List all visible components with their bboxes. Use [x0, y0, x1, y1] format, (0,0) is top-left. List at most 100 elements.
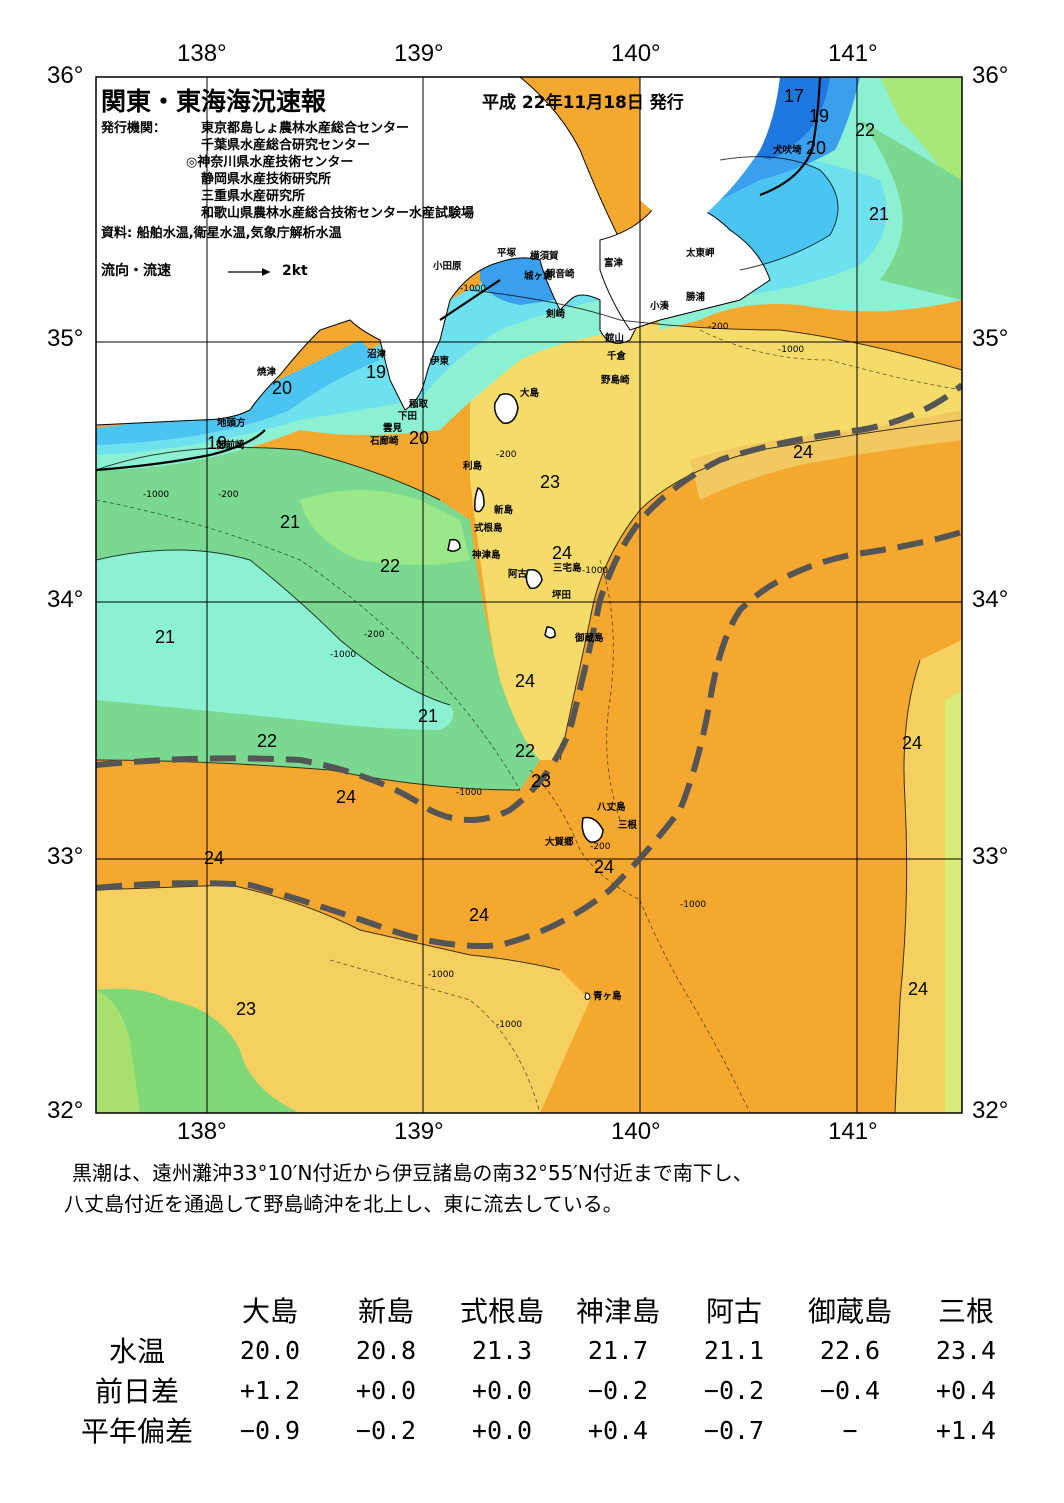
isotherm-label: 19	[809, 106, 830, 126]
place-label: 雲見	[383, 423, 403, 434]
lon-tick-top: 141°	[828, 40, 878, 67]
isotherm-label: 21	[869, 204, 890, 224]
table-cell: 22.6	[819, 1335, 881, 1365]
table-cell: +1.2	[239, 1375, 301, 1405]
island-aogashima	[584, 992, 591, 1000]
summary-line: 黒潮は、遠州灘沖33°10′N付近から伊豆諸島の南32°55′N付近まで南下し、	[72, 1161, 753, 1185]
issuer-label: 発行機関：	[101, 121, 167, 136]
isotherm-label: 24	[908, 979, 929, 999]
issue-date: 平成 22年11月18日 発行	[482, 93, 684, 113]
island-hachijo	[581, 816, 604, 843]
place-label: 横須賀	[530, 251, 559, 262]
island-mikura	[544, 626, 556, 639]
column-header: 新島	[357, 1295, 414, 1328]
row-header: 前日差	[94, 1375, 179, 1408]
table-cell: 20.0	[239, 1335, 301, 1365]
kuroshio-summary: 黒潮は、遠州灘沖33°10′N付近から伊豆諸島の南32°55′N付近まで南下し、…	[64, 1158, 1002, 1220]
place-label: 新島	[494, 505, 514, 516]
column-header: 阿古	[705, 1295, 762, 1328]
isotherm-label: 20	[409, 428, 430, 448]
depth-label: -1000	[582, 566, 609, 576]
column-header: 神津島	[575, 1295, 660, 1328]
depth-label: -1000	[460, 284, 487, 294]
issuer-item: 三重県水産研究所	[201, 189, 306, 204]
place-label: 式根島	[474, 523, 503, 534]
issuer-item: 静岡県水産技術研究所	[201, 172, 332, 187]
legend-label: 流向・流速	[101, 263, 171, 279]
isotherm-label: 23	[540, 472, 561, 492]
issuer-item: 東京都島しょ農林水産総合センター	[201, 121, 410, 136]
place-label: 利島	[463, 461, 483, 472]
table-cell: −0.4	[819, 1375, 881, 1405]
lon-tick-bottom: 138°	[177, 1118, 227, 1145]
place-label: 犬吠埼	[773, 145, 802, 156]
column-header: 式根島	[459, 1295, 544, 1328]
place-label: 小田原	[433, 261, 462, 272]
place-label: 勝浦	[686, 292, 706, 303]
land-chiba-east	[640, 77, 780, 230]
depth-label: -200	[218, 490, 239, 500]
table-cell: +0.0	[355, 1375, 417, 1405]
sea-temperature-map	[95, 76, 963, 1114]
lat-tick-right: 33°	[972, 843, 1009, 870]
place-label: 平塚	[497, 248, 517, 259]
column-header: 大島	[241, 1295, 298, 1328]
isotherm-label: 21	[418, 706, 439, 726]
issuer-item: ◎神奈川県水産技術センター	[186, 155, 354, 170]
isotherm-label: 23	[236, 999, 257, 1019]
map-title: 関東・東海海況速報	[101, 87, 327, 116]
island-kozu	[447, 538, 461, 552]
zone-25-southwest	[96, 988, 300, 1113]
table-header-row: 大島 新島 式根島 神津島 阿古 御蔵島 三根	[62, 1290, 1024, 1330]
lon-tick-top: 140°	[611, 40, 661, 67]
place-label: 千倉	[607, 351, 627, 362]
lon-tick-bottom: 140°	[611, 1118, 661, 1145]
row-header: 平年偏差	[80, 1415, 193, 1448]
lat-tick-right: 35°	[972, 325, 1009, 352]
place-label: 下田	[398, 411, 418, 422]
place-label: 御前崎	[216, 440, 245, 451]
isotherm-label: 22	[515, 741, 536, 761]
isotherm-label: 20	[272, 378, 293, 398]
isotherm-label: 24	[515, 671, 536, 691]
place-label: 野島崎	[601, 375, 630, 386]
depth-label: -1000	[778, 345, 805, 355]
table-cell: −0.2	[355, 1415, 417, 1445]
depth-label: -1000	[428, 970, 455, 980]
table-cell: 21.1	[703, 1335, 765, 1365]
isotherm-label: 22	[380, 556, 401, 576]
depth-label: -1000	[330, 650, 357, 660]
isotherm-label: 22	[855, 120, 876, 140]
isotherm-label: 22	[257, 731, 278, 751]
island-oshima	[493, 393, 519, 424]
place-label: 伊東	[430, 356, 450, 367]
isotherm-label: 24	[204, 848, 225, 868]
table-cell: 21.3	[471, 1335, 533, 1365]
table-cell: −0.2	[703, 1375, 765, 1405]
depth-label: -1000	[143, 490, 170, 500]
lat-tick-right: 32°	[972, 1097, 1009, 1124]
depth-label: -1000	[680, 900, 707, 910]
lon-tick-top: 138°	[177, 40, 227, 67]
table-cell: 20.8	[355, 1335, 417, 1365]
place-label: 阿古	[508, 569, 528, 580]
depth-label: -1000	[456, 788, 483, 798]
table-cell: +0.4	[935, 1375, 997, 1405]
place-label: 大島	[520, 388, 540, 399]
isotherm-label: 23	[531, 771, 552, 791]
column-header: 御蔵島	[807, 1295, 892, 1328]
table-cell: +0.4	[587, 1415, 649, 1445]
place-label: 神津島	[472, 550, 501, 561]
isotherm-label: 24	[469, 905, 490, 925]
place-label: 地頭方	[217, 418, 246, 429]
table-cell: 21.7	[587, 1335, 649, 1365]
lat-tick-right: 34°	[972, 586, 1009, 613]
row-header: 水温	[108, 1335, 165, 1368]
place-label: 城ヶ島	[524, 271, 553, 282]
depth-label: -1000	[496, 1020, 523, 1030]
zone-21-west	[96, 550, 454, 730]
isotherm-label: 19	[207, 433, 228, 453]
isotherm-label: 24	[793, 442, 814, 462]
place-label: 小湊	[650, 301, 670, 312]
place-label: 三根	[618, 820, 638, 831]
